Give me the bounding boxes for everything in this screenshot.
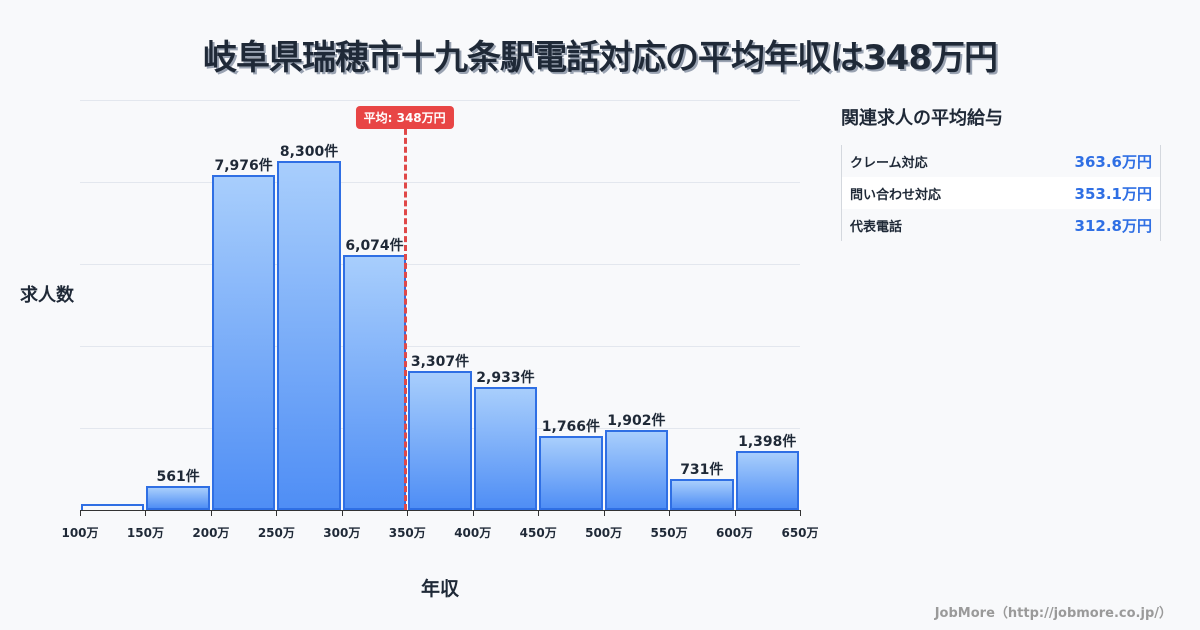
source-credit: JobMore（http://jobmore.co.jp/） [934, 606, 1172, 621]
x-tick-label: 500万 [585, 526, 623, 540]
x-tick-label: 350万 [388, 526, 426, 540]
related-salary-row: 代表電話 312.8万円 [842, 209, 1160, 241]
bar-value-label: 2,933件 [476, 369, 535, 386]
y-axis-label: 求人数 [20, 285, 74, 306]
x-tick [210, 510, 212, 516]
histogram-bar [277, 161, 341, 510]
x-tick-label: 650万 [781, 526, 819, 540]
gridline [80, 264, 800, 265]
bar-value-label: 1,398件 [738, 434, 797, 451]
x-tick [538, 510, 540, 516]
bar-value-label: 731件 [680, 462, 724, 479]
histogram-bar [604, 430, 669, 510]
gridline [80, 100, 800, 101]
x-tick-label: 150万 [126, 526, 164, 540]
x-tick-label: 200万 [192, 526, 230, 540]
x-tick-label: 300万 [323, 526, 361, 540]
page-title: 岐阜県瑞穂市十九条駅電話対応の平均年収は348万円 [203, 38, 998, 78]
bar-value-label: 7,976件 [214, 157, 273, 174]
histogram-bar [670, 479, 734, 510]
x-tick [407, 510, 409, 516]
x-tick [734, 510, 736, 516]
histogram-bar [146, 486, 210, 510]
job-name: 問い合わせ対応 [850, 187, 942, 203]
bar-value-label: 6,074件 [345, 237, 404, 254]
histogram-bar [735, 451, 799, 510]
x-axis-line [80, 510, 800, 511]
x-tick-label: 550万 [650, 526, 688, 540]
bar-value-label: 1,902件 [607, 413, 666, 430]
x-axis-label: 年収 [420, 578, 459, 600]
histogram-bar [211, 174, 276, 510]
histogram-bar [473, 386, 538, 510]
histogram-bar [539, 435, 603, 510]
job-salary: 353.1万円 [1074, 184, 1152, 203]
x-tick [603, 510, 605, 516]
job-salary: 312.8万円 [1074, 216, 1152, 235]
job-name: クレーム対応 [850, 155, 928, 171]
bar-value-label: 561件 [156, 469, 200, 486]
histogram-bar [408, 370, 472, 510]
x-tick [341, 510, 343, 516]
x-tick [669, 510, 671, 516]
gridline [80, 182, 800, 183]
x-tick [472, 510, 474, 516]
x-tick-label: 250万 [257, 526, 295, 540]
x-tick-label: 400万 [454, 526, 492, 540]
job-salary: 363.6万円 [1074, 152, 1152, 171]
x-tick-label: 600万 [716, 526, 754, 540]
bar-value-label: 3,307件 [410, 353, 470, 370]
x-tick [800, 510, 801, 516]
related-salary-row: 問い合わせ対応 353.1万円 [842, 177, 1160, 209]
bar-value-label: 8,300件 [279, 144, 339, 160]
related-salary-row: クレーム対応 363.6万円 [842, 145, 1160, 177]
job-name: 代表電話 [850, 219, 903, 235]
x-tick [276, 510, 278, 516]
bar-value-label: 1,766件 [541, 418, 601, 435]
x-tick [80, 510, 81, 516]
related-salary-title: 関連求人の平均給与 [841, 108, 1003, 129]
x-tick-label: 450万 [519, 526, 557, 540]
gridline [80, 346, 800, 347]
histogram-plot: 561件 7,976件 8,300件 6,074件 3,307件 2,933件 1,766件… [80, 100, 800, 510]
histogram-bar [81, 504, 145, 510]
x-tick-label: 100万 [61, 526, 99, 540]
average-badge: 平均: 348万円 [355, 106, 454, 129]
histogram-bar [342, 254, 407, 510]
x-tick [145, 510, 147, 516]
average-line [403, 120, 407, 510]
related-salary-table: クレーム対応 363.6万円 問い合わせ対応 353.1万円 代表電話 312.… [841, 145, 1161, 241]
